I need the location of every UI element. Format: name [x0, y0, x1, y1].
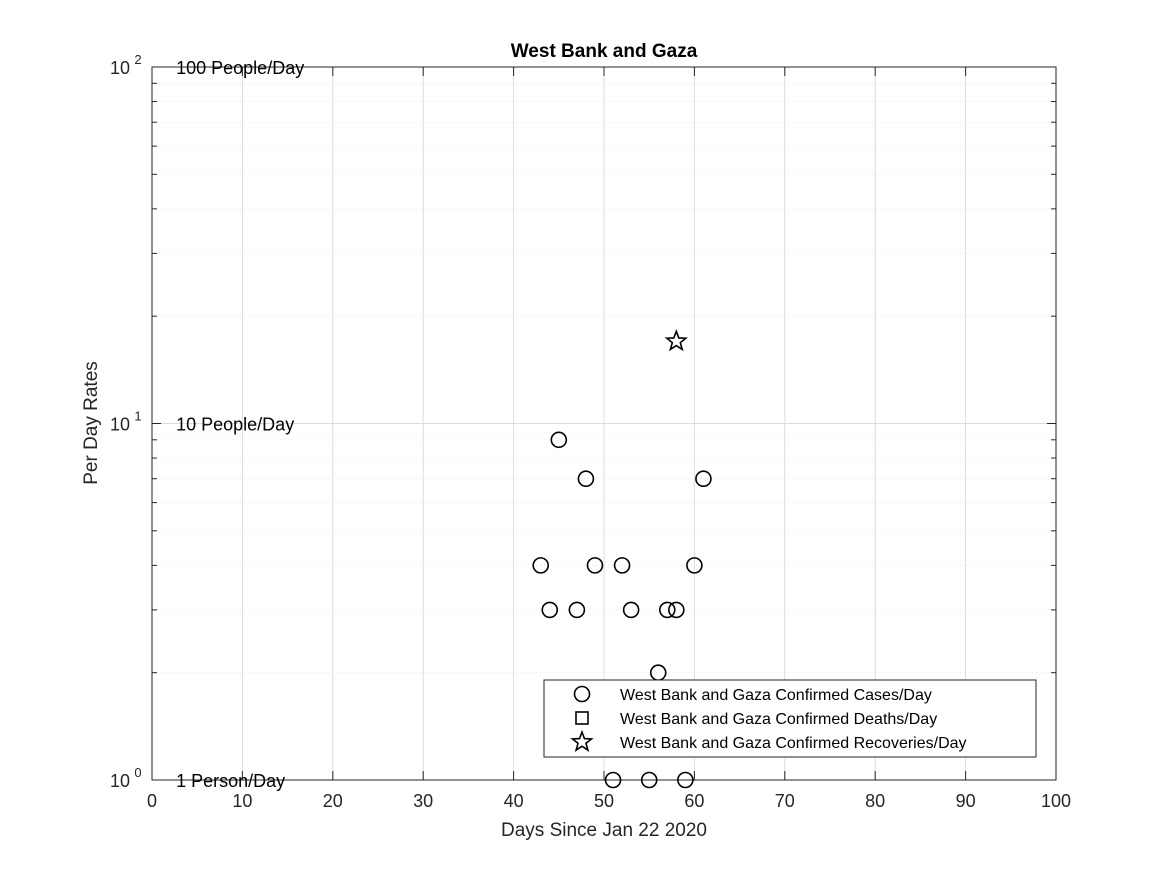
- y-tick-label: 10: [110, 771, 130, 791]
- x-tick-label: 50: [594, 791, 614, 811]
- circle-data-point: [613, 557, 631, 574]
- annotation-label: 10 People/Day: [176, 415, 294, 435]
- circle-data-point: [677, 771, 694, 789]
- legend-entry-label: West Bank and Gaza Confirmed Deaths/Day: [620, 711, 937, 728]
- circle-data-point: [604, 771, 622, 789]
- legend-box: [543, 679, 1037, 758]
- legend-entry-label: West Bank and Gaza Confirmed Cases/Day: [620, 687, 932, 704]
- x-tick-label: 60: [684, 791, 704, 811]
- y-tick-label: 10: [110, 415, 130, 435]
- x-tick-label: 10: [232, 791, 252, 811]
- x-tick-label: 70: [775, 791, 795, 811]
- legend-square-marker: [575, 711, 589, 725]
- x-axis-label: Days Since Jan 22 2020: [501, 820, 707, 841]
- x-tick-label: 80: [865, 791, 885, 811]
- legend-circle-marker: [573, 685, 591, 703]
- circle-data-point: [668, 601, 685, 619]
- legend-star-marker: [570, 729, 594, 752]
- circle-data-point: [686, 557, 703, 574]
- annotation-label: 100 People/Day: [176, 58, 304, 78]
- circle-data-point: [658, 601, 676, 619]
- y-tick-exponent: 0: [134, 765, 141, 780]
- chart-title: West Bank and Gaza: [511, 41, 698, 62]
- circle-data-point: [550, 431, 568, 449]
- y-tick-exponent: 2: [134, 52, 141, 67]
- y-tick-label: 10: [110, 58, 130, 78]
- circle-data-point: [586, 557, 604, 574]
- circle-data-point: [532, 557, 550, 574]
- annotation-label: 1 Person/Day: [176, 771, 285, 791]
- circle-data-point: [695, 470, 712, 488]
- x-tick-label: 0: [147, 791, 157, 811]
- legend-entry-label: West Bank and Gaza Confirmed Recoveries/…: [620, 735, 967, 752]
- y-axis: 10 0 10 1 10 2: [110, 52, 1056, 791]
- star-data-point: [664, 329, 689, 352]
- x-tick-label: 90: [956, 791, 976, 811]
- y-tick-exponent: 1: [134, 409, 141, 424]
- x-tick-label: 40: [504, 791, 524, 811]
- grid: [152, 67, 1056, 780]
- circle-data-point: [541, 601, 559, 619]
- annotations: 100 People/Day 10 People/Day 1 Person/Day: [176, 58, 304, 791]
- circle-data-point: [640, 771, 658, 789]
- x-tick-label: 30: [413, 791, 433, 811]
- circle-data-point: [568, 601, 586, 619]
- legend: West Bank and Gaza Confirmed Cases/Day We…: [543, 679, 1037, 758]
- data-points: [532, 329, 712, 789]
- y-axis-label: Per Day Rates: [81, 361, 102, 485]
- circle-data-point: [577, 470, 595, 488]
- circle-data-point: [622, 601, 640, 619]
- x-axis: 0 10 20 30 40 50 60 70 80 90 100: [147, 67, 1071, 811]
- x-tick-label: 20: [323, 791, 343, 811]
- x-tick-label: 100: [1041, 791, 1071, 811]
